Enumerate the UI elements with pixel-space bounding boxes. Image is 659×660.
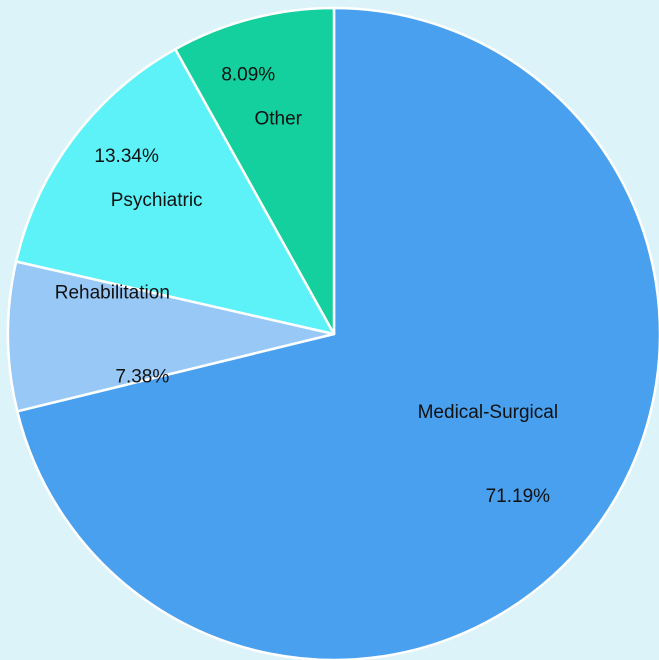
pie-slice [14, 47, 336, 336]
slice-label: Rehabilitation [55, 283, 170, 304]
slice-label: Psychiatric [111, 190, 203, 211]
slice-value-label: 8.09% [221, 64, 275, 85]
slice-value-label: 7.38% [115, 367, 169, 388]
pie-slice [16, 6, 659, 660]
slice-value-label: 13.34% [94, 146, 159, 167]
pie-slice [174, 6, 336, 336]
slice-label: Medical-Surgical [418, 402, 558, 423]
slice-label: Other [254, 108, 302, 129]
pie-slice [6, 260, 336, 413]
slice-value-label: 71.19% [486, 486, 551, 507]
